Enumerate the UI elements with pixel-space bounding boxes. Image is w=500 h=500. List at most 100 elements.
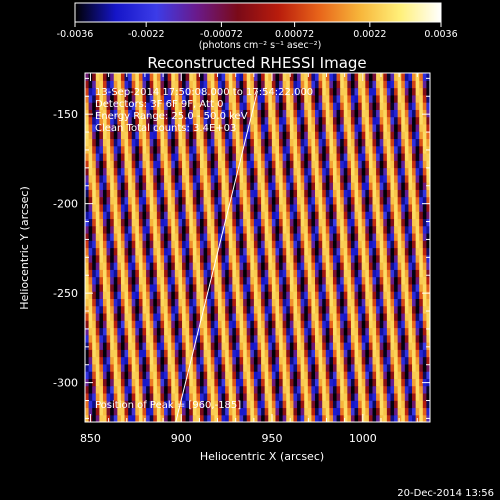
heatmap-cell xyxy=(340,342,345,350)
heatmap-cell xyxy=(192,87,198,96)
heatmap-cell xyxy=(257,262,262,270)
heatmap-cell xyxy=(221,371,226,379)
heatmap-cell xyxy=(138,196,144,205)
heatmap-cell xyxy=(178,407,183,416)
heatmap-cell xyxy=(178,225,183,234)
heatmap-cell xyxy=(383,152,388,161)
heatmap-cell xyxy=(106,247,111,256)
heatmap-cell xyxy=(408,211,413,220)
heatmap-cell xyxy=(311,254,316,263)
heatmap-cell xyxy=(383,254,388,263)
heatmap-cell xyxy=(185,320,190,329)
heatmap-cell xyxy=(95,189,100,198)
heatmap-cell xyxy=(221,109,226,118)
heatmap-cell xyxy=(286,305,291,314)
heatmap-cell xyxy=(329,378,334,387)
heatmap-cell xyxy=(239,131,244,140)
heatmap-cell xyxy=(110,414,115,422)
heatmap-cell xyxy=(340,327,345,336)
heatmap-cell xyxy=(340,102,345,110)
heatmap-cell xyxy=(221,131,226,140)
heatmap-cell xyxy=(178,152,183,161)
heatmap-cell xyxy=(153,116,158,125)
heatmap-cell xyxy=(149,182,154,190)
heatmap-cell xyxy=(275,414,280,422)
heatmap-cell xyxy=(361,312,366,321)
heatmap-cell xyxy=(192,145,198,154)
heatmap-cell xyxy=(135,189,140,198)
heatmap-cell xyxy=(325,349,330,358)
heatmap-cell xyxy=(264,276,269,285)
heatmap-cell xyxy=(207,305,212,314)
heatmap-cell xyxy=(415,262,420,270)
heatmap-cell xyxy=(253,305,259,314)
heatmap-cell xyxy=(167,378,172,387)
heatmap-cell xyxy=(264,131,269,140)
heatmap-cell xyxy=(318,109,323,118)
heatmap-cell xyxy=(350,400,356,409)
heatmap-cell xyxy=(95,225,100,234)
heatmap-cell xyxy=(138,334,144,343)
heatmap-cell xyxy=(426,123,430,132)
heatmap-cell xyxy=(422,152,428,161)
heatmap-cell xyxy=(336,73,341,81)
heatmap-cell xyxy=(297,240,302,249)
heatmap-cell xyxy=(138,225,144,234)
heatmap-cell xyxy=(146,342,151,350)
heatmap-cell xyxy=(156,378,162,387)
heatmap-cell xyxy=(282,298,287,307)
heatmap-cell xyxy=(275,94,280,103)
heatmap-cell xyxy=(419,211,424,220)
heatmap-cell xyxy=(307,138,313,147)
heatmap-cell xyxy=(286,349,291,358)
heatmap-cell xyxy=(383,276,388,285)
heatmap-cell xyxy=(419,298,424,307)
footer-date: 20-Dec-2014 13:56 xyxy=(397,488,494,499)
heatmap-cell xyxy=(304,320,309,329)
heatmap-cell xyxy=(325,312,330,321)
heatmap-cell xyxy=(192,385,198,394)
heatmap-cell xyxy=(221,80,226,89)
heatmap-cell xyxy=(239,240,244,249)
heatmap-cell xyxy=(390,94,395,103)
heatmap-cell xyxy=(361,262,366,270)
heatmap-cell xyxy=(289,334,295,343)
heatmap-cell xyxy=(149,262,154,270)
heatmap-cell xyxy=(354,196,359,205)
heatmap-cell xyxy=(390,320,395,329)
heatmap-cell xyxy=(171,327,176,336)
heatmap-cell xyxy=(279,414,284,422)
heatmap-cell xyxy=(156,262,162,270)
heatmap-cell xyxy=(185,254,190,263)
heatmap-cell xyxy=(243,407,248,416)
heatmap-cell xyxy=(368,342,374,350)
heatmap-cell xyxy=(239,327,244,336)
heatmap-cell xyxy=(343,240,348,249)
heatmap-cell xyxy=(426,269,430,278)
heatmap-cell xyxy=(365,392,370,401)
heatmap-cell xyxy=(329,225,334,234)
heatmap-cell xyxy=(85,262,90,270)
heatmap-cell xyxy=(246,400,251,409)
heatmap-cell xyxy=(332,312,338,321)
heatmap-cell xyxy=(350,283,356,292)
heatmap-cell xyxy=(146,131,151,140)
heatmap-cell xyxy=(419,240,424,249)
heatmap-cell xyxy=(135,392,140,401)
heatmap-cell xyxy=(329,203,334,212)
heatmap-cell xyxy=(354,116,359,125)
heatmap-cell xyxy=(343,94,348,103)
heatmap-cell xyxy=(174,334,180,343)
heatmap-cell xyxy=(225,378,230,387)
heatmap-cell xyxy=(304,371,309,379)
heatmap-cell xyxy=(300,312,305,321)
heatmap-cell xyxy=(95,269,100,278)
heatmap-cell xyxy=(85,312,90,321)
heatmap-cell xyxy=(372,371,377,379)
heatmap-cell xyxy=(322,182,327,190)
heatmap-cell xyxy=(146,247,151,256)
heatmap-cell xyxy=(117,94,122,103)
heatmap-cell xyxy=(322,407,327,416)
heatmap-cell xyxy=(329,269,334,278)
heatmap-cell xyxy=(289,131,295,140)
